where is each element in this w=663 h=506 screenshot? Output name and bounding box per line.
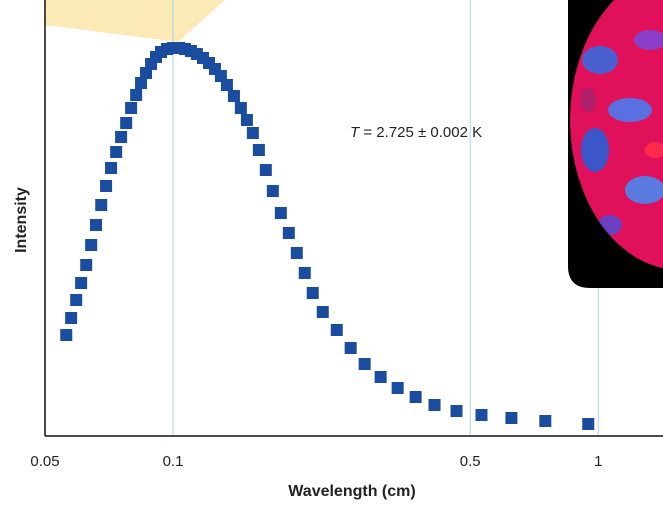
data-point xyxy=(358,358,371,370)
data-point xyxy=(259,164,272,176)
data-point xyxy=(85,239,98,251)
data-point xyxy=(409,391,422,403)
data-point xyxy=(227,90,240,102)
data-point xyxy=(246,127,259,139)
x-axis-title: Wavelength (cm) xyxy=(288,483,415,500)
data-point xyxy=(252,144,265,156)
x-tick-label: 0.5 xyxy=(460,453,481,470)
light-beam xyxy=(45,0,225,42)
data-point xyxy=(234,102,247,114)
annotation: T = 2.725 ± 0.002 K xyxy=(350,124,482,141)
data-point xyxy=(135,77,148,89)
data-point xyxy=(450,405,463,417)
data-point xyxy=(274,207,287,219)
data-point xyxy=(428,399,441,411)
data-point xyxy=(60,329,73,341)
data-point xyxy=(290,247,303,259)
data-point xyxy=(80,259,93,271)
data-point xyxy=(110,146,123,158)
data-point xyxy=(95,199,108,211)
data-point xyxy=(330,324,343,336)
data-point xyxy=(582,418,595,430)
cmb-map xyxy=(570,0,663,270)
markers xyxy=(60,42,595,430)
data-point xyxy=(100,180,113,192)
data-point xyxy=(306,287,319,299)
data-point xyxy=(282,227,295,239)
data-point xyxy=(475,409,488,421)
data-point xyxy=(391,382,404,394)
data-point xyxy=(505,412,518,424)
data-point xyxy=(75,277,88,289)
x-tick-label: 0.05 xyxy=(30,453,59,470)
data-point xyxy=(240,114,253,126)
data-point xyxy=(266,185,279,197)
data-point xyxy=(298,267,311,279)
data-point xyxy=(130,89,143,101)
data-point xyxy=(120,117,133,129)
data-point xyxy=(374,371,387,383)
data-point xyxy=(65,312,78,324)
data-point xyxy=(89,219,102,231)
data-point xyxy=(125,102,138,114)
grid xyxy=(44,0,599,436)
data-point xyxy=(115,131,128,143)
data-point xyxy=(539,415,552,427)
x-tick-label: 1 xyxy=(594,453,602,470)
annotation-variable: T xyxy=(350,124,361,141)
annotation-text: = 2.725 ± 0.002 K xyxy=(363,124,482,141)
data-point xyxy=(70,294,83,306)
x-tick-label: 0.1 xyxy=(163,453,184,470)
data-point xyxy=(105,162,118,174)
y-axis-title: Intensity xyxy=(13,187,30,253)
data-point xyxy=(344,342,357,354)
data-point xyxy=(316,306,329,318)
data-point xyxy=(220,79,233,91)
